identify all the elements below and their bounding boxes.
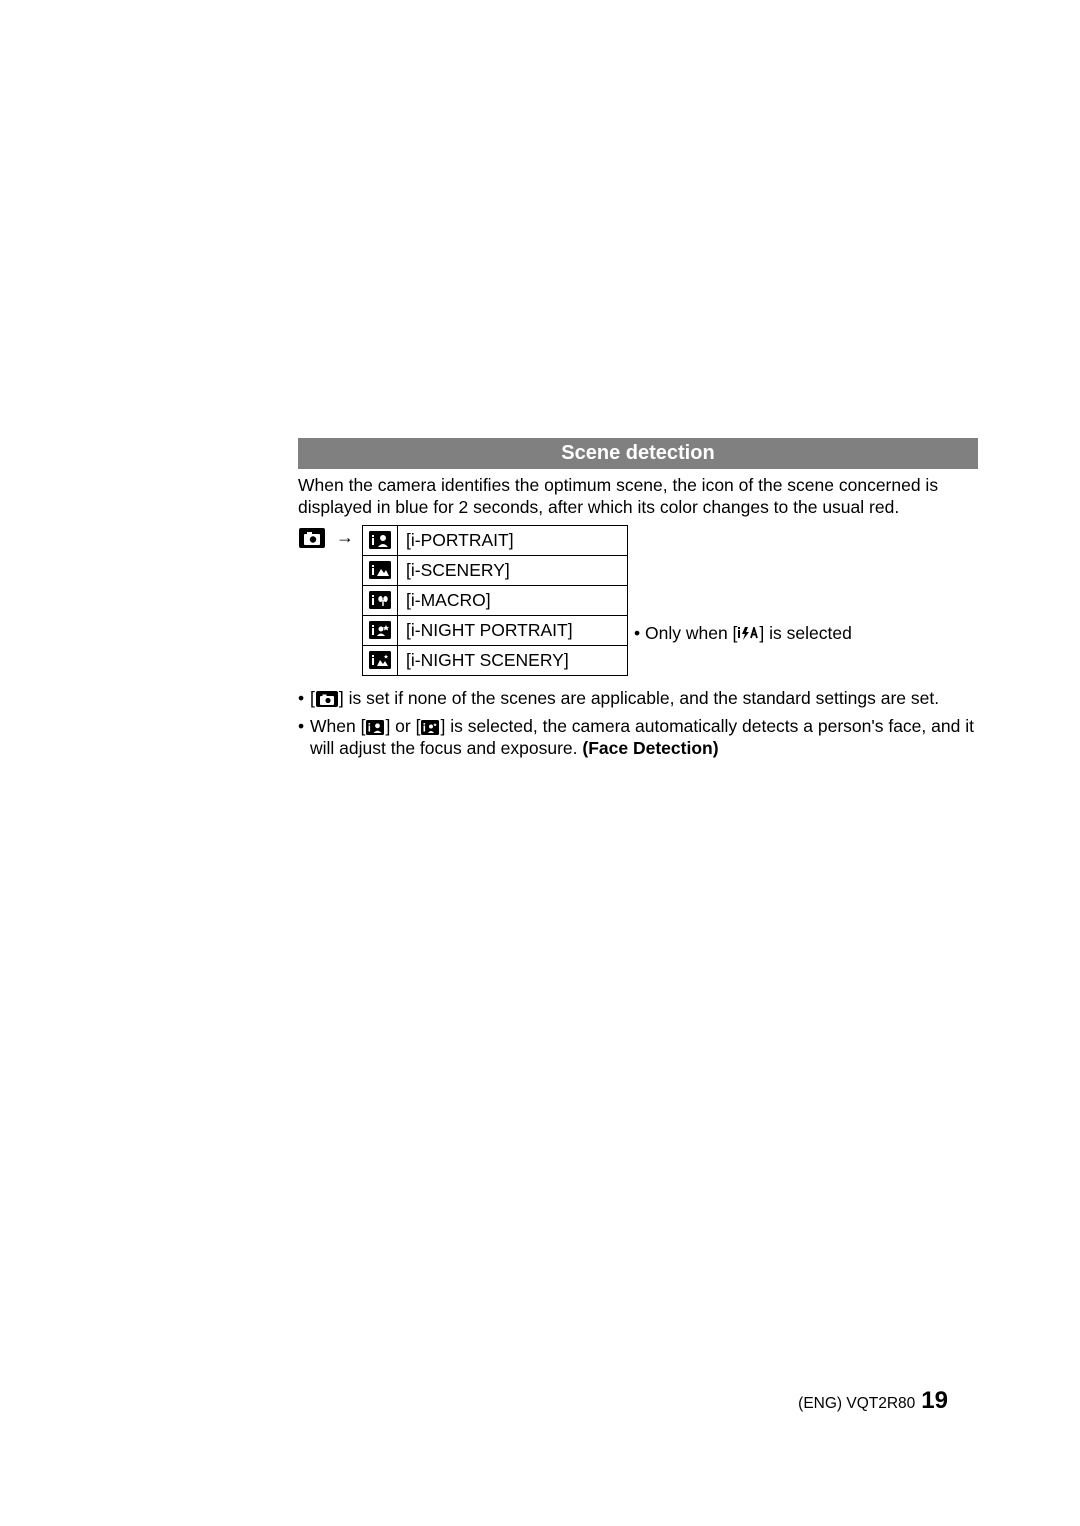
i-night-portrait-icon [369,621,391,639]
table-row: [i-NIGHT SCENERY] [363,645,628,675]
table-row: [i-PORTRAIT] [363,525,628,555]
table-row: [i-NIGHT PORTRAIT] [363,615,628,645]
table-row: [i-MACRO] [363,585,628,615]
intro-paragraph: When the camera identifies the optimum s… [298,475,978,519]
bullet-dot: • [634,623,645,644]
bullet-text: When [ [310,716,365,736]
ia-mode-icon [298,527,326,549]
table-row: [i-SCENERY] [363,555,628,585]
section-header: Scene detection [298,438,978,469]
page-footer: (ENG) VQT2R80 19 [798,1387,948,1415]
scene-label: [i-MACRO] [398,585,628,615]
note-text: Only when [ [645,623,737,644]
bullet-text: ] is set if none of the scenes are appli… [339,688,939,708]
bullet-text: ] or [ [385,716,420,736]
scene-label: [i-PORTRAIT] [398,525,628,555]
arrow-icon: → [336,527,354,548]
scene-note-column: • Only when [ ] is selected [628,525,852,680]
i-macro-icon [369,591,391,609]
doc-id: (ENG) VQT2R80 [798,1395,915,1413]
i-portrait-icon [366,720,384,735]
bullet-item: • [] is set if none of the scenes are ap… [298,688,978,710]
i-portrait-icon [369,531,391,549]
ia-mode-icon [316,691,338,707]
page-body: Scene detection When the camera identifi… [298,438,978,765]
scene-table: [i-PORTRAIT] [i-SCENERY] [i-MACRO] [i-NI… [362,525,628,676]
bullet-bold-text: (Face Detection) [582,738,718,758]
scene-label: [i-NIGHT SCENERY] [398,645,628,675]
i-night-scenery-icon [369,651,391,669]
bullet-item: • When [] or [] is selected, the camera … [298,716,978,760]
i-night-portrait-icon [421,720,439,735]
i-scenery-icon [369,561,391,579]
bullet-list: • [] is set if none of the scenes are ap… [298,688,978,760]
note-text: ] is selected [759,623,851,644]
scene-label: [i-NIGHT PORTRAIT] [398,615,628,645]
bullet-text: [ [310,688,315,708]
flash-auto-icon [738,627,758,640]
scene-detection-row: → [i-PORTRAIT] [i-SCENERY] [i-MACRO] [i-… [298,525,978,680]
scene-label: [i-SCENERY] [398,555,628,585]
page-number: 19 [921,1387,948,1415]
